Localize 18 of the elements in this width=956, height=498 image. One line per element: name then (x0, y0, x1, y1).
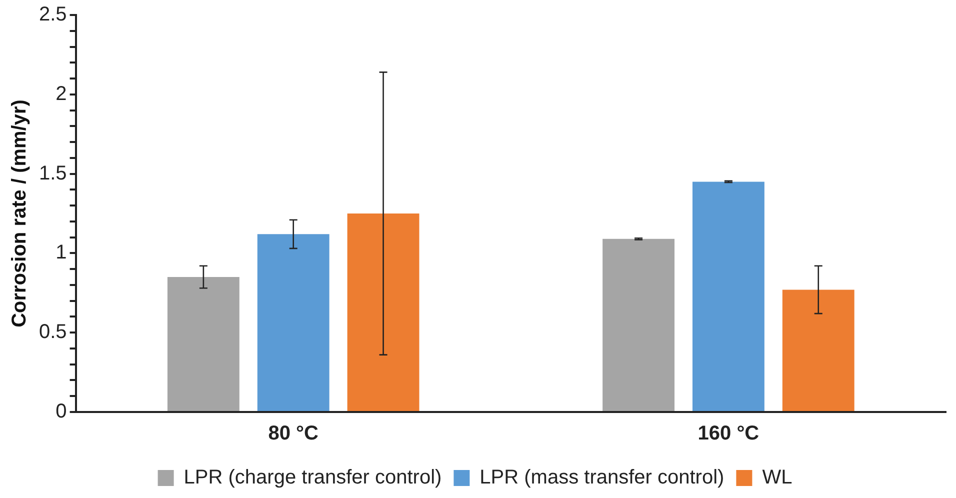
y-tick-label: 0 (56, 400, 67, 423)
bar (257, 234, 330, 411)
bar (602, 238, 674, 411)
bar (347, 214, 420, 411)
legend-label: LPR (mass transfer control) (480, 466, 724, 489)
y-tick-label: 0.5 (38, 321, 67, 344)
y-tick-label: 2.5 (38, 4, 67, 26)
bar (782, 290, 854, 411)
bar (692, 182, 764, 411)
y-tick-label: 1.5 (38, 162, 67, 184)
y-axis-title: Corrosion rate / (mm/yr) (8, 100, 31, 328)
x-tick-label: 80 °C (268, 422, 318, 445)
y-tick-label: 1 (56, 242, 67, 264)
legend-label: WL (762, 466, 792, 489)
x-tick-label: 160 °C (698, 422, 760, 445)
legend-label: LPR (charge transfer control) (184, 466, 442, 489)
y-tick-label: 2 (56, 82, 67, 105)
bar (167, 277, 240, 411)
